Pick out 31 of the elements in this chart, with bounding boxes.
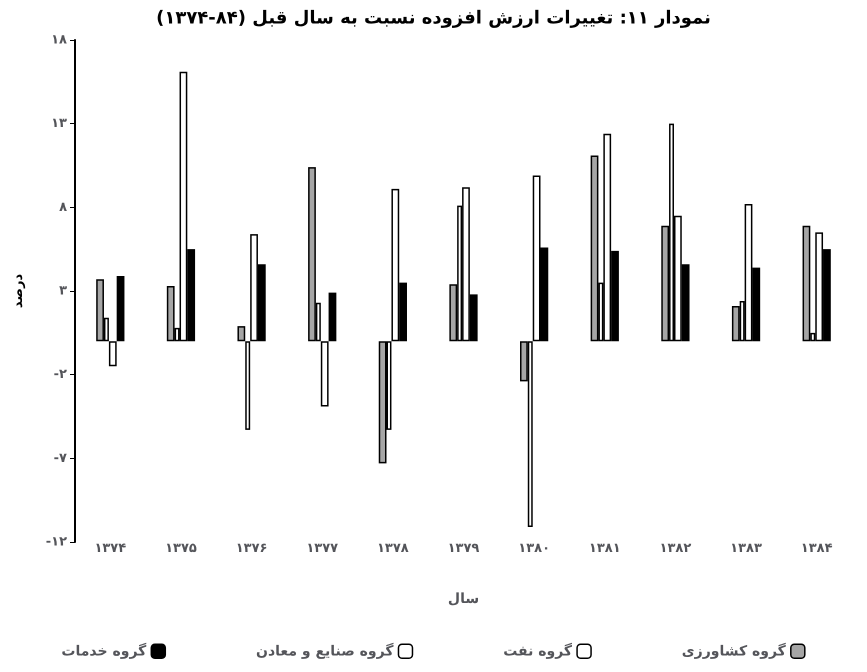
- chart-title: نمودار ۱۱: تغییرات ارزش افزوده نسبت به سال قبل (۸۴-۱۳۷۴): [156, 8, 711, 28]
- x-tick-label: ۱۳۸۰: [518, 541, 550, 556]
- legend-label: گروه خدمات: [61, 642, 148, 660]
- x-tick-label: ۱۳۸۱: [588, 541, 621, 556]
- bar: [320, 341, 329, 406]
- bar: [116, 276, 124, 342]
- y-tick-label: ۱۳: [51, 116, 68, 132]
- x-tick-label: ۱۳۷۵: [165, 541, 197, 556]
- bar: [237, 326, 246, 342]
- legend-label: گروه صنایع و معادن: [256, 642, 394, 660]
- x-axis-title: سال: [448, 591, 480, 607]
- x-tick-label: ۱۳۸۲: [660, 541, 692, 556]
- x-tick-label: ۱۳۷۷: [306, 541, 338, 556]
- x-tick-label: ۱۳۸۳: [730, 541, 762, 556]
- x-tick-label: ۱۳۸۴: [800, 541, 833, 556]
- x-tick-label: ۱۳۷۴: [94, 541, 126, 556]
- legend-label: گروه کشاورزی: [682, 642, 787, 660]
- x-tick-label: ۱۳۷۶: [236, 541, 268, 556]
- y-tick-label: -۷: [54, 450, 68, 466]
- bar: [108, 341, 117, 366]
- y-tick-label: ۳: [59, 284, 68, 298]
- x-tick-label: ۱۳۷۹: [448, 541, 480, 556]
- y-tick-label: -۱۲: [46, 534, 68, 550]
- x-tick-label: ۱۳۷۸: [376, 541, 409, 556]
- y-axis-title: درصد: [11, 274, 26, 308]
- y-tick-label: -۲: [54, 367, 68, 382]
- bar: [245, 341, 250, 430]
- y-tick-label: ۱۸: [51, 32, 68, 48]
- y-tick-label: ۸: [59, 200, 68, 215]
- legend-label: گروه نفت: [503, 642, 573, 660]
- bar: [328, 292, 336, 342]
